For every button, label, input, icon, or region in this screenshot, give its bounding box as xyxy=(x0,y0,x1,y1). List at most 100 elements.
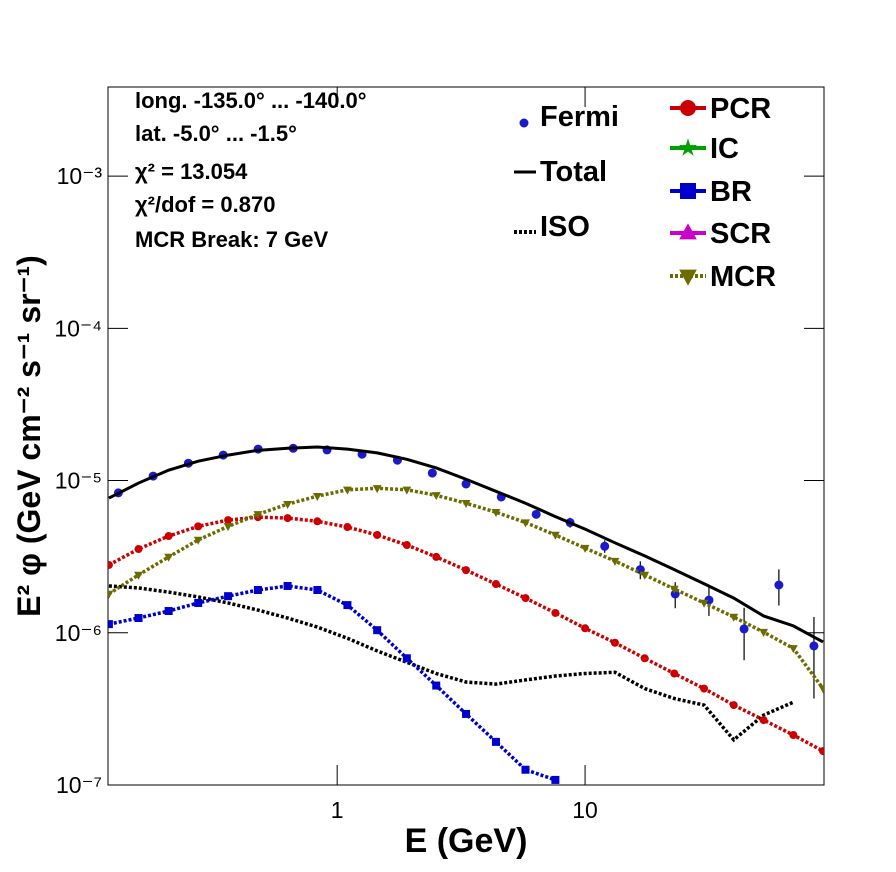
data-point xyxy=(739,624,749,634)
series-line xyxy=(108,445,824,644)
marker xyxy=(679,223,697,240)
legend-label: PCR xyxy=(710,93,771,125)
marker xyxy=(193,536,203,545)
legend-label: IC xyxy=(710,133,739,165)
x-tick-label: 1 xyxy=(331,797,344,823)
marker xyxy=(312,492,322,501)
data-point xyxy=(427,468,437,478)
marker xyxy=(759,628,769,637)
marker xyxy=(343,486,352,495)
legend-label: SCR xyxy=(710,218,771,250)
marker xyxy=(402,541,411,550)
annotation: long. -135.0° ... -140.0° xyxy=(135,88,367,113)
marker xyxy=(521,765,530,774)
marker xyxy=(224,516,233,525)
marker xyxy=(550,531,560,540)
marker xyxy=(788,645,798,654)
marker xyxy=(164,553,174,562)
data-point xyxy=(809,641,819,651)
marker xyxy=(432,552,441,561)
marker xyxy=(610,638,619,647)
marker xyxy=(108,590,114,599)
x-tick-label: 10 xyxy=(572,797,598,823)
annotation: χ²/dof = 0.870 xyxy=(135,192,275,217)
series-line xyxy=(108,584,795,743)
marker xyxy=(108,620,113,629)
data-point xyxy=(531,509,541,519)
marker xyxy=(164,607,173,616)
marker xyxy=(372,485,382,494)
x-axis-label: E (GeV) xyxy=(405,822,528,860)
marker xyxy=(253,511,263,520)
marker xyxy=(432,681,441,690)
marker xyxy=(491,737,500,746)
marker xyxy=(402,486,412,495)
marker xyxy=(431,492,441,501)
marker xyxy=(313,586,322,595)
marker xyxy=(134,545,143,554)
marker xyxy=(313,517,322,526)
marker xyxy=(283,514,292,523)
marker xyxy=(283,500,293,509)
plot-area xyxy=(108,443,824,784)
y-axis-label: E² φ (GeV cm⁻² s⁻¹ sr⁻¹) xyxy=(11,255,47,617)
marker xyxy=(680,183,696,199)
marker xyxy=(373,530,382,539)
marker xyxy=(551,775,560,784)
legend-symbol xyxy=(519,118,529,128)
marker xyxy=(729,613,739,622)
marker xyxy=(581,624,590,633)
annotation: lat. -5.0° ... -1.5° xyxy=(135,121,297,146)
marker xyxy=(680,100,696,116)
marker xyxy=(253,586,262,595)
legend-label: MCR xyxy=(710,261,776,293)
marker xyxy=(759,716,768,725)
annotation: χ² = 13.054 xyxy=(135,159,248,184)
marker xyxy=(164,532,173,541)
marker xyxy=(343,523,352,532)
marker xyxy=(194,598,203,607)
marker xyxy=(521,594,530,603)
marker xyxy=(134,571,143,580)
marker xyxy=(640,571,650,580)
marker xyxy=(521,519,530,528)
legend-label: Total xyxy=(540,156,607,188)
marker xyxy=(224,592,233,601)
y-tick-label: 10⁻⁶ xyxy=(55,620,102,646)
marker xyxy=(580,544,590,553)
marker xyxy=(670,669,679,678)
data-point xyxy=(774,580,784,590)
marker xyxy=(402,654,411,663)
marker xyxy=(729,701,738,710)
marker xyxy=(461,500,471,509)
series-line xyxy=(108,584,556,782)
y-tick-label: 10⁻³ xyxy=(57,163,103,189)
marker xyxy=(134,614,143,623)
marker xyxy=(699,599,709,608)
marker xyxy=(194,522,203,531)
marker xyxy=(678,138,698,156)
legend-label: BR xyxy=(710,176,752,208)
marker xyxy=(819,747,824,756)
marker xyxy=(343,601,352,610)
marker xyxy=(462,709,471,718)
marker xyxy=(373,626,382,635)
y-tick-label: 10⁻⁴ xyxy=(54,315,102,341)
marker xyxy=(108,560,113,569)
marker xyxy=(223,523,233,532)
y-tick-label: 10⁻⁵ xyxy=(55,468,102,494)
marker xyxy=(283,581,292,590)
legend-label: Fermi xyxy=(540,101,619,133)
y-tick-label: 10⁻⁷ xyxy=(56,772,102,798)
marker xyxy=(462,566,471,575)
plot-frame xyxy=(107,86,825,786)
marker xyxy=(491,580,500,589)
marker xyxy=(491,508,501,517)
marker xyxy=(700,684,709,693)
marker xyxy=(610,557,620,566)
marker xyxy=(669,585,679,594)
marker xyxy=(818,685,824,694)
annotation: MCR Break: 7 GeV xyxy=(135,227,329,252)
data-point xyxy=(600,541,610,551)
